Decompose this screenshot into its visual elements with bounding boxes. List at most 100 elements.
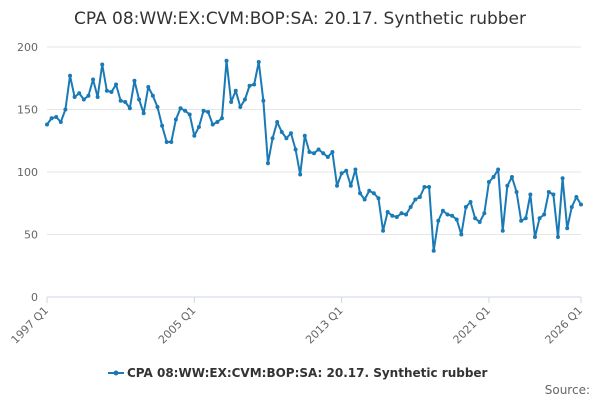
data-point[interactable]	[385, 210, 390, 214]
data-point[interactable]	[427, 185, 432, 189]
data-point[interactable]	[137, 97, 142, 102]
data-point[interactable]	[325, 155, 330, 159]
data-point[interactable]	[196, 125, 201, 129]
data-point[interactable]	[335, 183, 340, 188]
data-point[interactable]	[537, 216, 542, 221]
data-point[interactable]	[302, 133, 307, 138]
data-point[interactable]	[473, 216, 478, 221]
data-point[interactable]	[394, 215, 399, 219]
data-point[interactable]	[390, 213, 395, 218]
data-point[interactable]	[288, 131, 293, 136]
data-point[interactable]	[408, 205, 413, 209]
data-point[interactable]	[431, 248, 436, 253]
data-point[interactable]	[215, 120, 220, 124]
data-point[interactable]	[173, 117, 178, 122]
data-point[interactable]	[353, 167, 358, 172]
data-point[interactable]	[114, 82, 119, 87]
data-point[interactable]	[91, 77, 96, 82]
data-point[interactable]	[252, 82, 257, 87]
data-point[interactable]	[247, 83, 252, 88]
data-point[interactable]	[261, 98, 266, 103]
data-point[interactable]	[546, 190, 551, 194]
data-point[interactable]	[362, 197, 367, 202]
data-point[interactable]	[551, 192, 556, 197]
data-point[interactable]	[233, 88, 238, 93]
data-point[interactable]	[532, 235, 537, 239]
data-point[interactable]	[519, 218, 524, 223]
data-point[interactable]	[330, 150, 335, 154]
data-point[interactable]	[514, 190, 519, 194]
data-point[interactable]	[445, 212, 450, 217]
data-point[interactable]	[284, 136, 289, 141]
data-point[interactable]	[404, 212, 409, 217]
data-point[interactable]	[178, 106, 183, 111]
data-point[interactable]	[54, 115, 59, 119]
data-point[interactable]	[528, 192, 533, 197]
data-point[interactable]	[118, 98, 123, 103]
data-point[interactable]	[477, 220, 482, 224]
data-point[interactable]	[482, 211, 487, 216]
data-point[interactable]	[49, 116, 54, 121]
data-point[interactable]	[192, 133, 197, 138]
data-point[interactable]	[500, 228, 505, 233]
data-point[interactable]	[141, 111, 146, 116]
data-point[interactable]	[279, 130, 284, 134]
data-point[interactable]	[229, 100, 234, 104]
data-point[interactable]	[468, 200, 473, 204]
data-point[interactable]	[579, 202, 583, 207]
data-point[interactable]	[555, 235, 560, 239]
data-point[interactable]	[58, 120, 63, 124]
data-point[interactable]	[496, 167, 501, 172]
data-point[interactable]	[169, 140, 174, 144]
data-point[interactable]	[242, 97, 247, 102]
data-point[interactable]	[509, 175, 514, 179]
data-point[interactable]	[45, 122, 49, 127]
data-point[interactable]	[109, 90, 114, 94]
data-point[interactable]	[316, 147, 321, 152]
data-point[interactable]	[146, 85, 151, 89]
data-point[interactable]	[201, 108, 206, 113]
data-point[interactable]	[298, 172, 303, 177]
data-point[interactable]	[219, 116, 224, 121]
data-point[interactable]	[339, 171, 344, 176]
data-point[interactable]	[63, 107, 68, 112]
data-point[interactable]	[187, 112, 192, 117]
data-point[interactable]	[560, 176, 565, 181]
data-point[interactable]	[436, 218, 441, 223]
data-point[interactable]	[440, 208, 445, 213]
data-point[interactable]	[160, 123, 165, 128]
data-point[interactable]	[358, 191, 363, 196]
data-point[interactable]	[450, 213, 455, 218]
data-point[interactable]	[150, 93, 155, 98]
data-point[interactable]	[72, 95, 77, 99]
data-point[interactable]	[569, 205, 574, 209]
data-point[interactable]	[413, 197, 418, 202]
source-label[interactable]: Source:	[545, 383, 590, 397]
data-point[interactable]	[459, 232, 464, 237]
data-point[interactable]	[155, 105, 160, 109]
data-point[interactable]	[206, 110, 211, 114]
data-point[interactable]	[565, 226, 570, 231]
data-point[interactable]	[381, 228, 386, 233]
data-point[interactable]	[523, 216, 528, 221]
data-point[interactable]	[344, 168, 349, 173]
data-point[interactable]	[463, 205, 468, 209]
data-point[interactable]	[270, 136, 275, 141]
data-point[interactable]	[371, 191, 376, 196]
data-point[interactable]	[183, 108, 188, 113]
data-point[interactable]	[132, 78, 137, 83]
data-point[interactable]	[505, 183, 510, 188]
data-point[interactable]	[574, 195, 579, 199]
data-point[interactable]	[81, 97, 86, 102]
data-point[interactable]	[399, 211, 404, 216]
data-point[interactable]	[100, 62, 105, 67]
data-point[interactable]	[123, 100, 128, 104]
data-point[interactable]	[238, 105, 243, 109]
data-point[interactable]	[321, 151, 326, 156]
data-point[interactable]	[293, 147, 298, 152]
data-point[interactable]	[454, 217, 459, 222]
data-point[interactable]	[256, 60, 261, 64]
data-point[interactable]	[417, 195, 422, 199]
data-point[interactable]	[77, 91, 82, 96]
data-point[interactable]	[542, 212, 547, 217]
